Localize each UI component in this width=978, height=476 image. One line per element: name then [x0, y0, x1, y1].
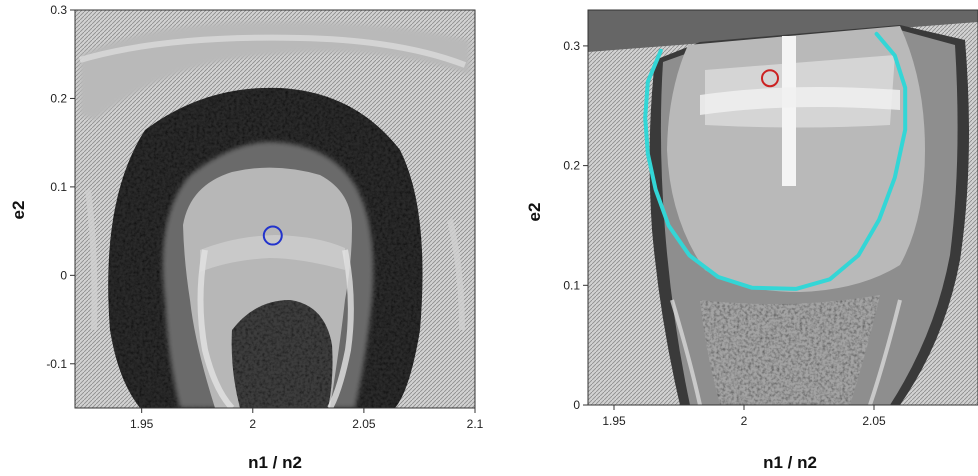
left-y-tick-label: 0.1 [50, 180, 67, 194]
left-x-axis-title: n1 / n2 [248, 453, 302, 472]
right-y-axis-title: e2 [525, 203, 544, 222]
right-x-tick-label: 2.05 [862, 414, 886, 428]
left-y-tick-label: 0 [60, 268, 67, 282]
left-heatmap-image [75, 10, 475, 408]
right-x-tick-label: 1.95 [602, 414, 626, 428]
right-plot-frame [587, 9, 978, 406]
right-x-tick-label: 2 [741, 414, 748, 428]
left-x-tick-label: 2.05 [352, 417, 376, 431]
left-y-tick-label: 0.2 [50, 91, 67, 105]
right-y-tick-label: 0.3 [563, 39, 580, 53]
left-marker-circle [262, 225, 283, 246]
left-x-tick-label: 2.1 [467, 417, 484, 431]
right-x-axis-title: n1 / n2 [763, 453, 817, 472]
right-heatmap-image [588, 10, 978, 405]
right-contour-line [643, 31, 908, 291]
right-marker-circle [761, 69, 779, 88]
chart-left: 1.95 2 2.05 2.1 -0.1 0 0.1 0.2 0.3 n1 / n2 e2 [9, 3, 484, 472]
left-plot-frame [74, 9, 476, 409]
left-x-tick-label: 2 [249, 417, 256, 431]
left-y-tick-label: -0.1 [46, 357, 67, 371]
right-y-tick-label: 0 [573, 398, 580, 412]
right-axes: 1.95 2 2.05 0 0.1 0.2 0.3 [563, 39, 886, 428]
right-y-tick-label: 0.1 [563, 278, 580, 292]
chart-right: 1.95 2 2.05 0 0.1 0.2 0.3 n1 / n2 e2 [525, 9, 978, 472]
right-y-tick-label: 0.2 [563, 159, 580, 173]
left-x-tick-label: 1.95 [130, 417, 154, 431]
left-y-axis-title: e2 [9, 201, 28, 220]
left-axes: 1.95 2 2.05 2.1 -0.1 0 0.1 0.2 0.3 [46, 3, 483, 431]
left-y-tick-label: 0.3 [50, 3, 67, 17]
